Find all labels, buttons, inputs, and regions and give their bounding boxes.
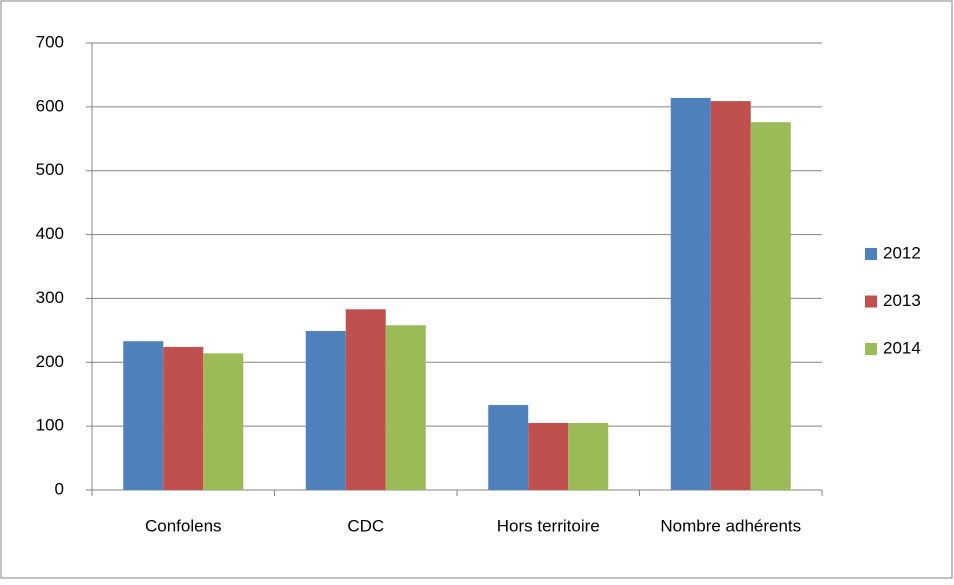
y-tick-label: 400 xyxy=(36,224,64,243)
x-tick-label: Nombre adhérents xyxy=(660,516,801,535)
bar xyxy=(345,309,386,490)
x-tick-label: CDC xyxy=(347,516,384,535)
bar xyxy=(305,330,346,490)
bar xyxy=(710,101,751,491)
bar xyxy=(528,422,569,490)
legend-label: 2013 xyxy=(883,291,921,310)
x-tick-label: Hors territoire xyxy=(497,516,600,535)
y-tick-label: 0 xyxy=(55,479,64,498)
legend-label: 2014 xyxy=(883,338,921,357)
bar xyxy=(488,405,529,490)
bar xyxy=(670,97,711,490)
y-tick-label: 500 xyxy=(36,160,64,179)
bar xyxy=(385,325,426,490)
bar xyxy=(163,346,204,490)
y-tick-label: 200 xyxy=(36,352,64,371)
legend-swatch xyxy=(865,248,877,260)
legend-swatch xyxy=(865,295,877,308)
x-tick-label: Confolens xyxy=(145,516,222,535)
bar xyxy=(568,422,609,490)
y-tick-label: 300 xyxy=(36,288,64,307)
y-tick-label: 600 xyxy=(36,96,64,115)
bar xyxy=(123,341,164,490)
bar xyxy=(203,353,244,490)
legend-label: 2012 xyxy=(883,243,921,262)
legend-swatch xyxy=(865,343,877,355)
y-tick-label: 100 xyxy=(36,416,64,435)
y-tick-label: 700 xyxy=(36,32,64,51)
bar xyxy=(750,122,791,490)
